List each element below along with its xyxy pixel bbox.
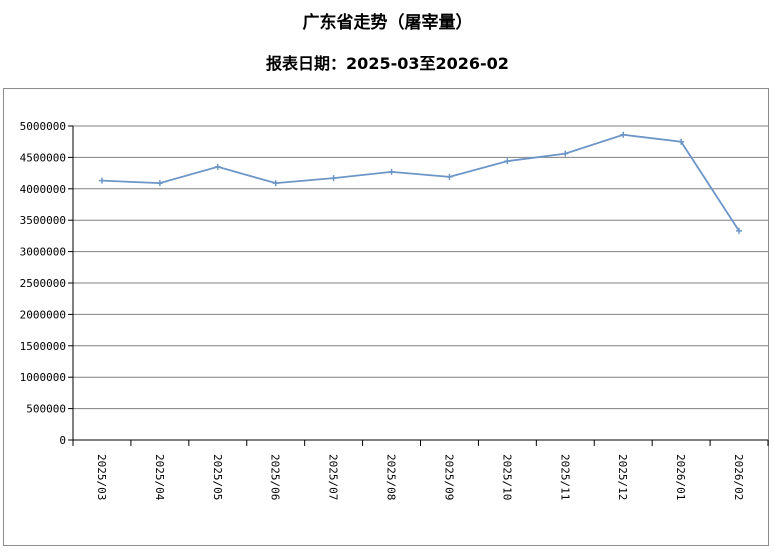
x-tick-label: 2025/07 <box>327 454 340 500</box>
x-tick-label: 2026/01 <box>674 454 687 500</box>
x-tick-label: 2026/02 <box>732 454 745 500</box>
x-tick-label: 2025/04 <box>153 454 166 501</box>
data-point <box>736 227 743 234</box>
y-tick-label: 1000000 <box>20 371 66 384</box>
data-point <box>678 138 685 145</box>
y-tick-label: 0 <box>59 434 66 447</box>
x-tick-label: 2025/05 <box>211 454 224 500</box>
x-tick-label: 2025/12 <box>616 454 629 500</box>
y-tick-label: 5000000 <box>20 120 66 133</box>
data-point <box>98 177 105 184</box>
data-point <box>446 173 453 180</box>
y-tick-label: 2000000 <box>20 308 66 321</box>
data-point <box>504 158 511 165</box>
data-point <box>330 175 337 182</box>
data-point <box>272 180 279 187</box>
y-tick-label: 2500000 <box>20 277 66 290</box>
x-tick-label: 2025/10 <box>500 454 513 500</box>
x-tick-label: 2025/06 <box>269 454 282 500</box>
y-tick-label: 4000000 <box>20 183 66 196</box>
x-tick-label: 2025/03 <box>95 454 108 500</box>
series-line <box>101 133 740 232</box>
y-tick-label: 3500000 <box>20 214 66 227</box>
x-tick-label: 2025/09 <box>442 454 455 500</box>
chart-subtitle: 报表日期：2025-03至2026-02 <box>266 54 509 73</box>
chart-frame <box>3 88 769 546</box>
data-point <box>214 163 221 170</box>
y-tick-label: 500000 <box>26 403 66 416</box>
data-point <box>562 150 569 157</box>
data-point <box>388 168 395 175</box>
x-tick-label: 2025/08 <box>385 454 398 500</box>
y-tick-label: 4500000 <box>20 151 66 164</box>
data-point <box>156 180 163 187</box>
y-tick-label: 1500000 <box>20 340 66 353</box>
x-tick-label: 2025/11 <box>558 454 571 500</box>
chart-title: 广东省走势（屠宰量） <box>302 13 473 33</box>
data-point <box>620 131 627 138</box>
y-tick-label: 3000000 <box>20 246 66 259</box>
